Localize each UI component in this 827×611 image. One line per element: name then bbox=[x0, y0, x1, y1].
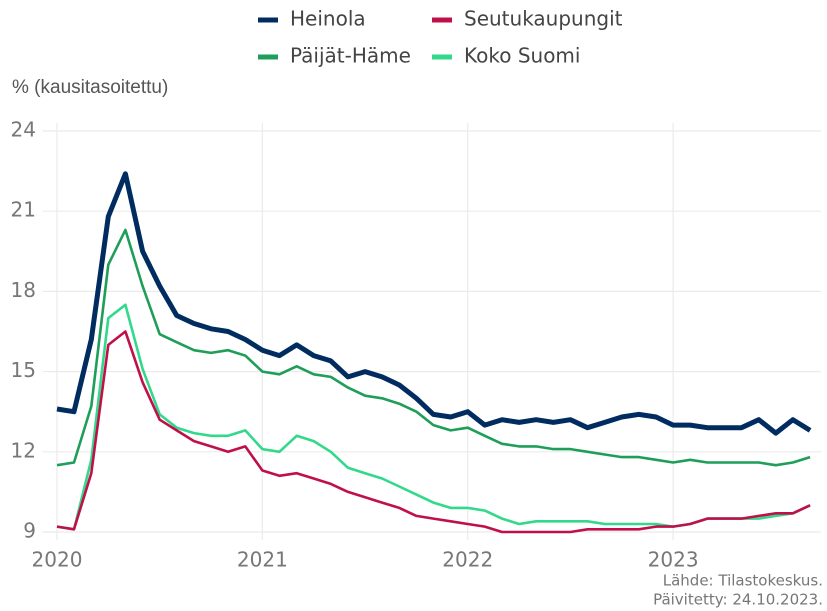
legend-label: Heinola bbox=[290, 7, 366, 31]
x-tick-label: 2022 bbox=[442, 548, 493, 572]
x-tick-label: 2021 bbox=[237, 548, 288, 572]
y-tick-label: 9 bbox=[23, 518, 36, 542]
legend-label: Päijät-Häme bbox=[290, 44, 411, 68]
line-series bbox=[56, 171, 812, 436]
y-axis-label: % (kausitasoitettu) bbox=[12, 77, 168, 98]
legend-label: Koko Suomi bbox=[464, 44, 580, 68]
x-tick-label: 2020 bbox=[32, 548, 83, 572]
line-series bbox=[56, 228, 811, 467]
y-tick-label: 21 bbox=[11, 198, 36, 222]
y-tick-label: 24 bbox=[11, 118, 36, 142]
y-tick-label: 12 bbox=[11, 438, 36, 462]
legend-label: Seutukaupungit bbox=[464, 7, 623, 31]
y-tick-label: 15 bbox=[11, 358, 36, 382]
x-tick-label: 2023 bbox=[648, 548, 699, 572]
source-note: Lähde: Tilastokeskus. bbox=[663, 572, 823, 590]
y-tick-label: 18 bbox=[11, 278, 36, 302]
updated-note: Päivitetty: 24.10.2023. bbox=[653, 591, 823, 609]
line-series bbox=[56, 330, 811, 534]
